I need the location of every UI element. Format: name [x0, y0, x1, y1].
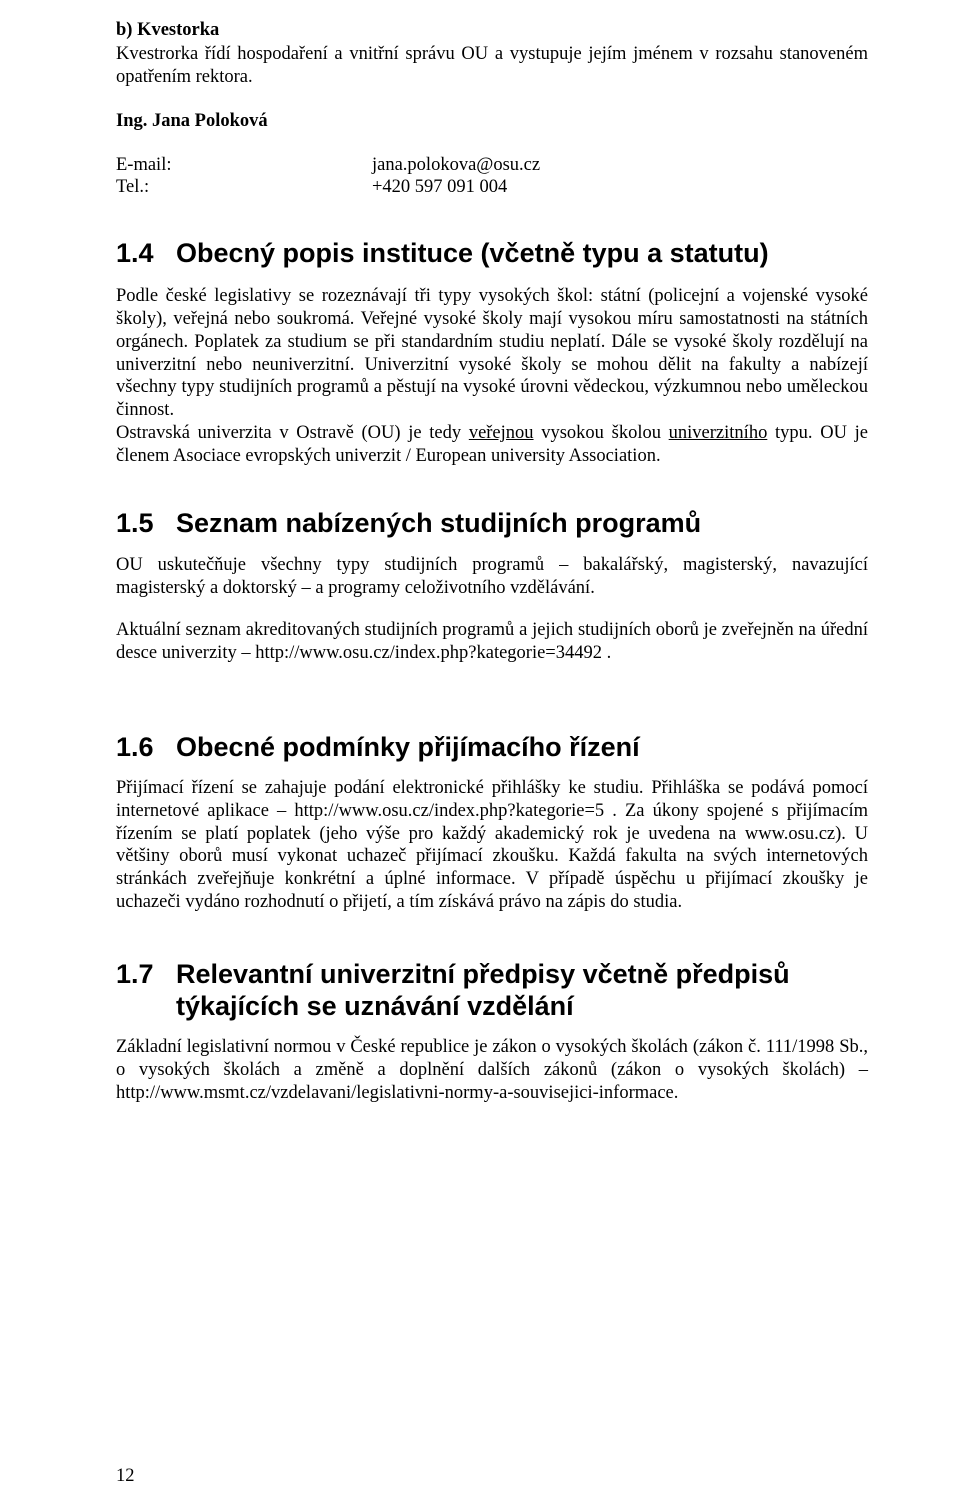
kvestorka-desc: Kvestrorka řídí hospodaření a vnitřní sp…: [116, 43, 868, 89]
tel-label: Tel.:: [116, 176, 372, 199]
section-1-7-num: 1.7: [116, 958, 176, 990]
kvestorka-name: Ing. Jana Poloková: [116, 111, 868, 132]
section-1-4-num: 1.4: [116, 237, 176, 269]
section-1-5-p2: Aktuální seznam akreditovaných studijníc…: [116, 619, 868, 665]
section-1-7-title-l2: týkajících se uznávání vzdělání: [176, 991, 574, 1021]
page-number: 12: [116, 1466, 135, 1487]
section-1-7-title: Relevantní univerzitní předpisy včetně p…: [176, 958, 790, 1023]
kvestorka-heading: b) Kvestorka: [116, 20, 868, 41]
section-1-7-heading: 1.7 Relevantní univerzitní předpisy včet…: [116, 958, 868, 1023]
section-1-4-heading: 1.4 Obecný popis instituce (včetně typu …: [116, 237, 868, 269]
section-1-7-title-l1: Relevantní univerzitní předpisy včetně p…: [176, 959, 790, 989]
section-1-6-num: 1.6: [116, 731, 176, 763]
section-1-5-heading: 1.5 Seznam nabízených studijních program…: [116, 507, 868, 539]
section-1-5-num: 1.5: [116, 507, 176, 539]
tel-value: +420 597 091 004: [372, 176, 868, 199]
section-1-5-title: Seznam nabízených studijních programů: [176, 507, 701, 539]
section-1-4-p1b: Ostravská univerzita v Ostravě (OU) je t…: [116, 422, 868, 468]
section-1-7-p1: Základní legislativní normou v České rep…: [116, 1036, 868, 1104]
section-1-6-heading: 1.6 Obecné podmínky přijímacího řízení: [116, 731, 868, 763]
p1b-underline-2: univerzitního: [669, 423, 768, 443]
p1b-pre: Ostravská univerzita v Ostravě (OU) je t…: [116, 423, 469, 443]
section-1-6-title: Obecné podmínky přijímacího řízení: [176, 731, 640, 763]
p1b-underline-1: veřejnou: [469, 423, 534, 443]
email-value: jana.polokova@osu.cz: [372, 154, 868, 177]
tel-row: Tel.: +420 597 091 004: [116, 176, 868, 199]
section-1-4-title: Obecný popis instituce (včetně typu a st…: [176, 237, 769, 269]
p1b-mid: vysokou školou: [534, 423, 669, 443]
section-1-4-p1a: Podle české legislativy se rozeznávají t…: [116, 285, 868, 422]
email-row: E-mail: jana.polokova@osu.cz: [116, 154, 868, 177]
section-1-5-p1: OU uskutečňuje všechny typy studijních p…: [116, 554, 868, 600]
email-label: E-mail:: [116, 154, 372, 177]
section-1-6-p1: Přijímací řízení se zahajuje podání elek…: [116, 777, 868, 914]
page-container: b) Kvestorka Kvestrorka řídí hospodaření…: [0, 0, 960, 1509]
